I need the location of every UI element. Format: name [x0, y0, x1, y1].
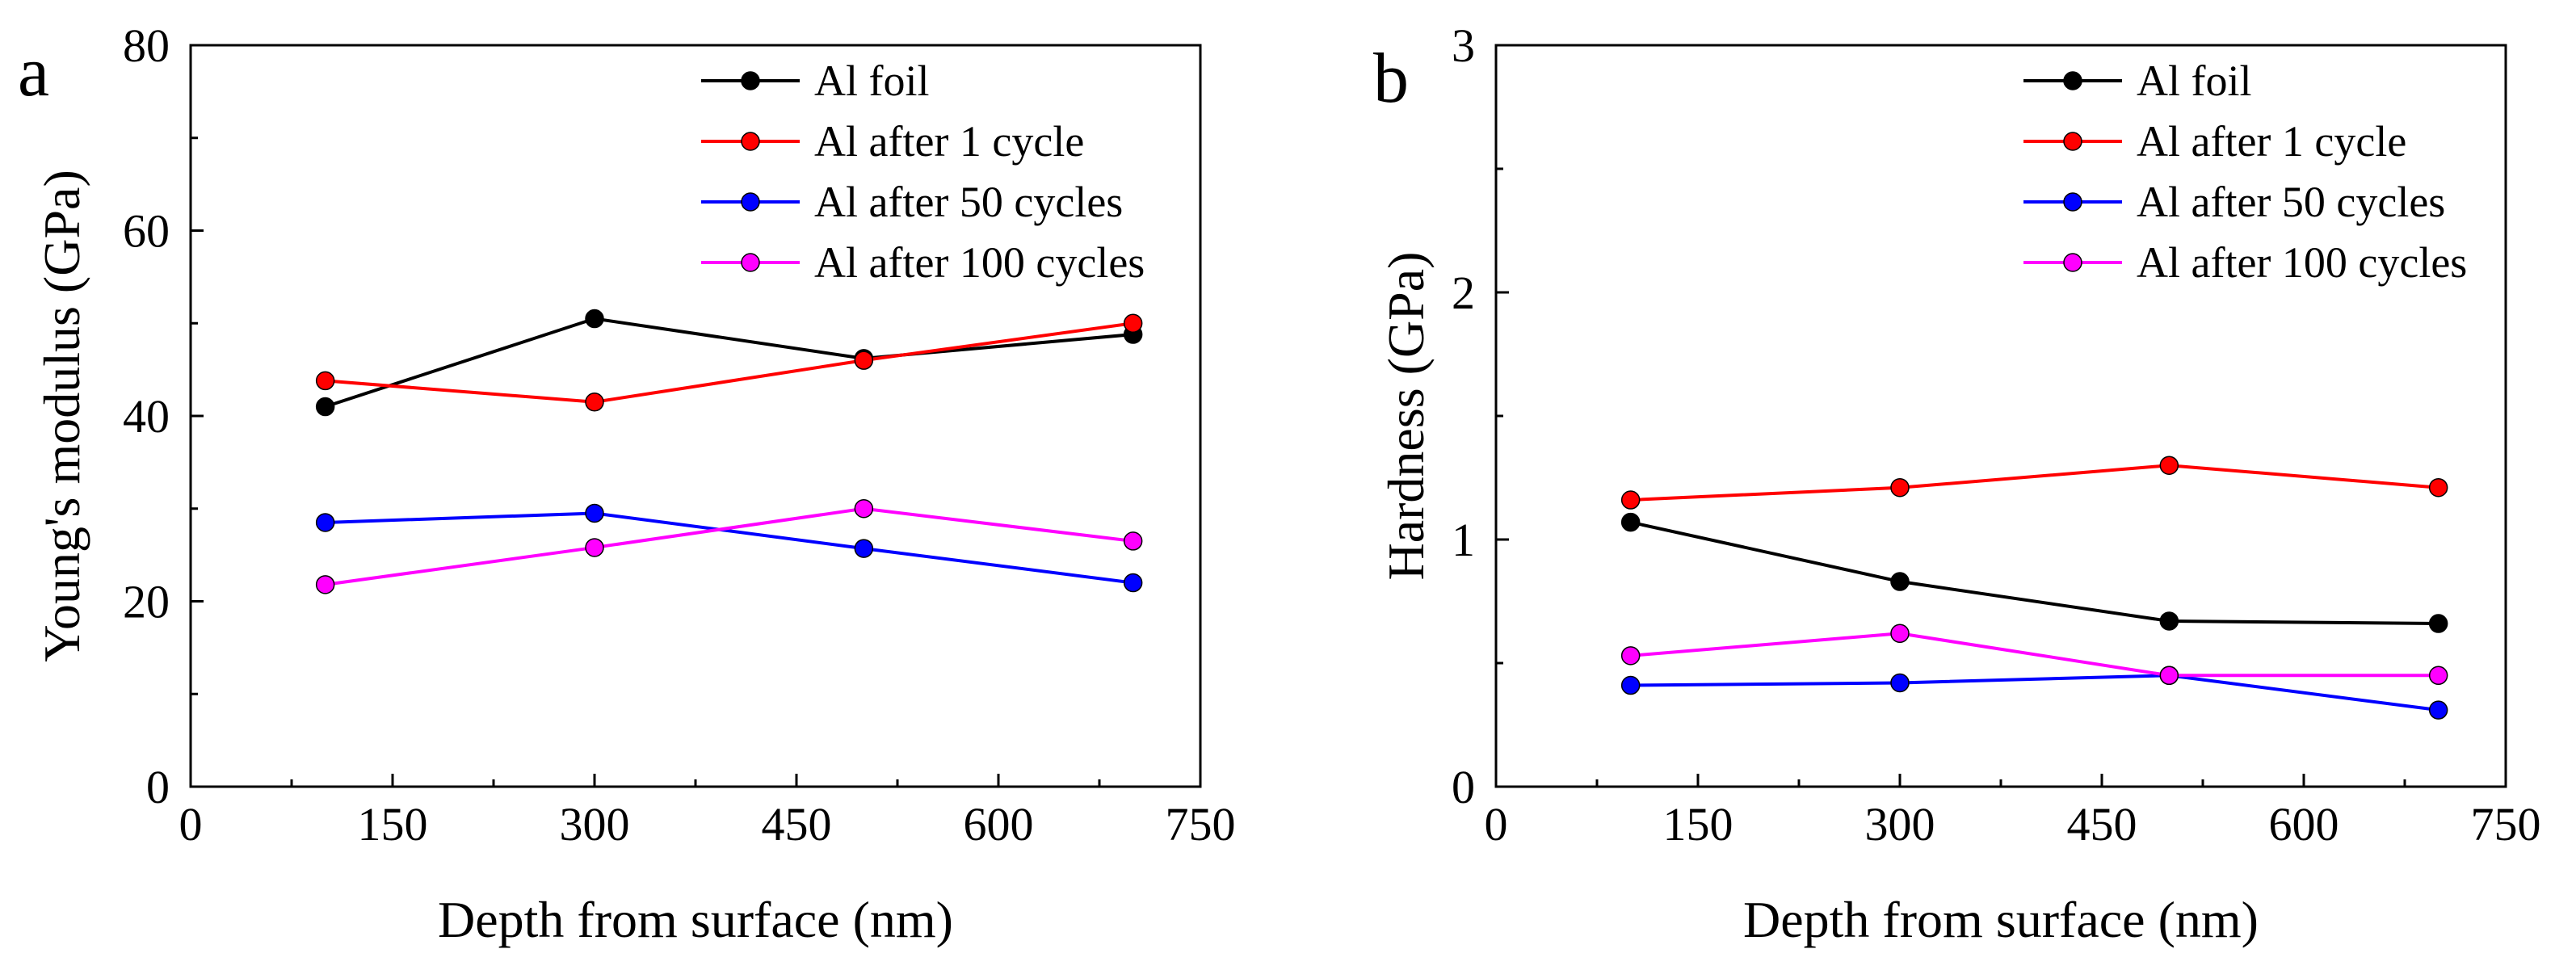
series-line — [325, 511, 1133, 585]
data-point — [585, 503, 604, 523]
y-axis-title: Young's modulus (GPa) — [33, 170, 90, 662]
legend-marker — [741, 253, 760, 272]
series-line — [325, 321, 1133, 404]
data-point — [1890, 572, 1910, 591]
series-1 — [315, 313, 1143, 412]
x-tick-label: 750 — [2471, 798, 2541, 850]
data-point — [2428, 477, 2448, 498]
data-point — [1620, 675, 1641, 695]
x-tick-label: 150 — [358, 798, 428, 850]
series-line — [325, 506, 1133, 586]
y-tick-label: 80 — [123, 19, 170, 72]
x-axis-title: Depth from surface (nm) — [438, 891, 953, 948]
x-tick-label: 0 — [179, 798, 203, 850]
x-axis-title: Depth from surface (nm) — [1743, 891, 2259, 948]
series-1 — [1620, 456, 2448, 510]
data-point — [2428, 614, 2448, 633]
x-tick-label: 0 — [1485, 798, 1508, 850]
panel-label: b — [1373, 40, 1409, 118]
data-point — [315, 513, 335, 532]
series-3 — [1620, 624, 2448, 686]
data-point — [854, 351, 874, 370]
series-line — [325, 317, 1133, 409]
series-line — [1630, 632, 2439, 678]
data-point — [1620, 490, 1641, 510]
y-tick-label: 2 — [1452, 267, 1475, 319]
x-tick-label: 750 — [1166, 798, 1236, 850]
data-point — [315, 575, 335, 594]
series-2 — [315, 503, 1143, 593]
x-tick-label: 600 — [964, 798, 1034, 850]
legend-marker — [2063, 71, 2082, 90]
legend: Al foil Al after 1 cycle Al after 50 cycle… — [2023, 57, 2467, 287]
x-tick-label: 300 — [1865, 798, 1935, 850]
y-tick-label: 40 — [123, 390, 170, 443]
legend-label: Al after 1 cycle — [2137, 117, 2406, 166]
data-point — [585, 393, 604, 412]
legend-marker — [2063, 132, 2082, 151]
y-axis-title: Hardness (GPa) — [1377, 252, 1435, 581]
x-tick-label: 450 — [2067, 798, 2137, 850]
legend-marker — [741, 71, 760, 90]
chart-b-hardness: 0 150 300 450 600 750 0 1 2 3 Depth from surface (… — [1373, 19, 2541, 948]
data-point — [315, 397, 335, 417]
panel-label: a — [18, 33, 49, 111]
data-point — [2428, 666, 2448, 686]
series-0 — [315, 309, 1143, 417]
legend-marker — [2063, 253, 2082, 272]
data-point — [1123, 573, 1143, 593]
x-tick-label: 300 — [560, 798, 630, 850]
legend-label: Al foil — [2137, 57, 2252, 105]
legend-marker — [741, 192, 760, 212]
data-point — [1890, 673, 1910, 693]
data-point — [1123, 531, 1143, 551]
data-point — [854, 539, 874, 558]
data-point — [854, 499, 874, 519]
legend-label: Al after 100 cycles — [2137, 238, 2467, 287]
series-3 — [315, 499, 1143, 594]
x-tick-label: 150 — [1663, 798, 1733, 850]
series-line — [1630, 464, 2439, 502]
y-tick-label: 3 — [1452, 19, 1475, 72]
legend-label: Al after 1 cycle — [814, 117, 1084, 166]
legend-marker — [2063, 192, 2082, 212]
data-point — [585, 538, 604, 557]
data-point — [585, 309, 604, 329]
data-point — [315, 371, 335, 391]
data-point — [2159, 666, 2179, 686]
chart-a-youngs-modulus: 0 150 300 450 600 750 0 20 40 60 80 Depth from surf… — [18, 19, 1236, 948]
legend: Al foil Al after 1 cycle Al after 50 cycle… — [701, 57, 1145, 287]
y-tick-label: 0 — [146, 761, 170, 813]
legend-label: Al after 100 cycles — [814, 238, 1145, 287]
legend-label: Al after 50 cycles — [2137, 178, 2445, 226]
series-line — [1630, 674, 2439, 712]
data-point — [2428, 700, 2448, 720]
y-tick-label: 0 — [1452, 761, 1475, 813]
data-point — [1620, 512, 1641, 532]
legend-label: Al foil — [814, 57, 930, 105]
data-point — [1890, 624, 1910, 644]
legend-marker — [741, 132, 760, 151]
series-line — [1630, 520, 2439, 626]
legend-label: Al after 50 cycles — [814, 178, 1123, 226]
y-tick-label: 60 — [123, 205, 170, 258]
data-point — [1620, 646, 1641, 666]
y-tick-label: 20 — [123, 576, 170, 628]
data-point — [2159, 456, 2179, 475]
data-point — [2159, 611, 2179, 631]
y-tick-label: 1 — [1452, 514, 1475, 566]
x-tick-label: 450 — [762, 798, 832, 850]
data-point — [1123, 313, 1143, 333]
series-0 — [1620, 512, 2448, 633]
x-tick-label: 600 — [2269, 798, 2339, 850]
data-point — [1890, 477, 1910, 498]
